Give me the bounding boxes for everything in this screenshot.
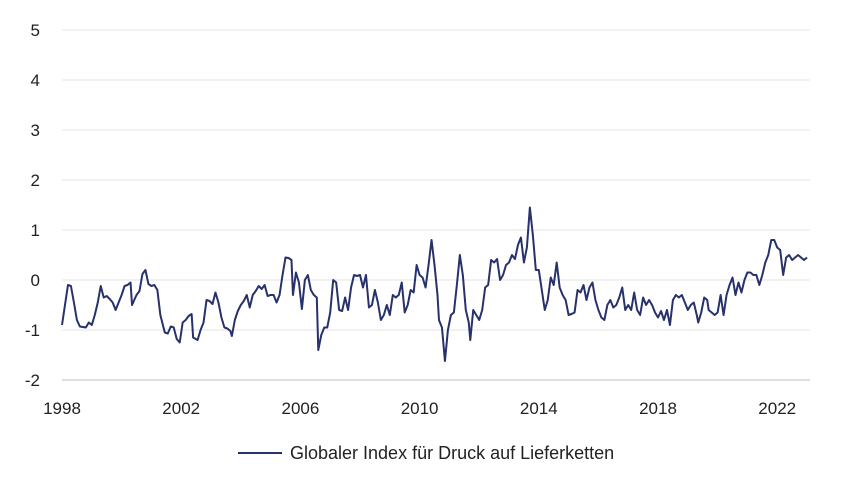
y-tick-label: 4 [31, 71, 40, 90]
x-tick-label: 2010 [401, 399, 439, 418]
y-tick-label: -2 [25, 371, 40, 390]
x-tick-label: 2018 [639, 399, 677, 418]
y-axis: 5 4 3 2 1 0 -1 -2 [25, 21, 40, 390]
legend-swatch [238, 452, 282, 454]
x-tick-label: 2014 [520, 399, 558, 418]
legend-label: Globaler Index für Druck auf Lieferkette… [290, 442, 615, 463]
x-axis: 1998 2002 2006 2010 2014 2018 2022 [43, 399, 796, 418]
legend: Globaler Index für Druck auf Lieferkette… [238, 440, 614, 466]
x-tick-label: 2002 [162, 399, 200, 418]
y-tick-label: 2 [31, 171, 40, 190]
y-tick-label: 5 [31, 21, 40, 40]
x-tick-label: 2022 [758, 399, 796, 418]
y-tick-label: 3 [31, 121, 40, 140]
series-group [61, 206, 808, 362]
x-tick-label: 1998 [43, 399, 81, 418]
series-line-0 [61, 206, 808, 362]
x-tick-label: 2006 [281, 399, 319, 418]
y-tick-label: -1 [25, 321, 40, 340]
y-tick-label: 1 [31, 221, 40, 240]
y-tick-label: 0 [31, 271, 40, 290]
